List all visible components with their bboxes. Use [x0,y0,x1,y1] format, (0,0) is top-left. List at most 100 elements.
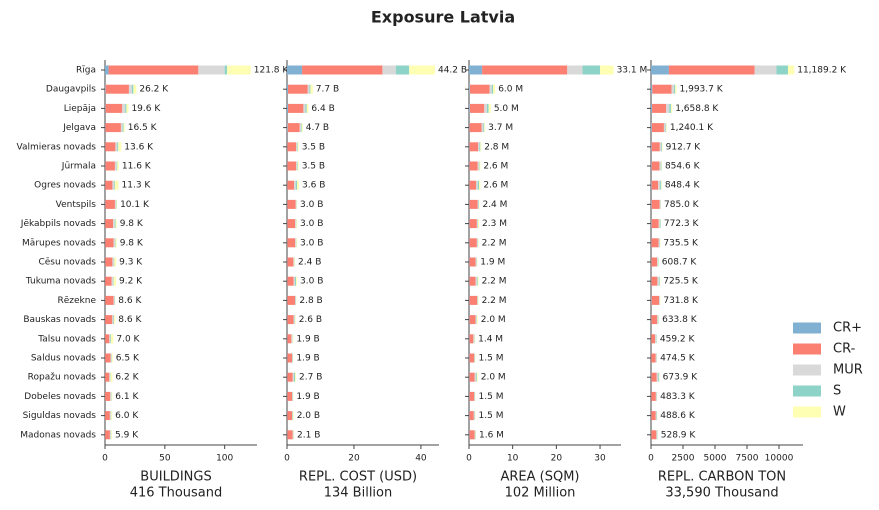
bar-segment [666,103,670,113]
bar-segment [477,199,479,209]
bar-segment [293,257,295,267]
total-label: 3.7 M [488,123,513,133]
legend-label: W [833,405,846,420]
bar-segment [105,334,110,344]
total-label: 3.0 B [300,200,323,210]
bar-segment [469,219,477,229]
bar-segment [651,84,653,94]
total-label: 10.1 K [120,200,150,210]
total-label: 6.2 K [115,373,139,383]
bar-segment [294,257,296,267]
bar-segment [469,142,479,152]
bar-segment [287,142,297,152]
total-label: 3.0 B [300,219,323,229]
total-label: 731.8 K [663,296,699,306]
x-axis-label: BUILDINGS [140,470,211,485]
bar-segment [299,123,302,133]
bar-segment [113,295,115,305]
bar-segment [661,180,662,190]
bar-segment [122,123,124,133]
bar-segment [651,295,660,305]
bar-segment [305,103,307,113]
bar-segment [295,276,297,286]
x-tick-label: 100 [216,454,233,464]
bar-segment [651,353,656,363]
category-label: Ropažu novads [28,373,97,383]
bar-segment [303,103,306,113]
category-label: Jūrmala [61,162,96,172]
bar-segment [287,257,294,267]
total-label: 735.5 K [663,238,699,248]
total-label: 8.6 K [118,296,142,306]
total-label: 2.3 M [482,219,507,229]
total-label: 1.5 M [479,392,504,402]
bar-segment [105,161,115,171]
bar-segment [674,84,676,94]
bar-segment [105,353,111,363]
bar-segment [301,123,303,133]
total-label: 16.5 K [128,123,158,133]
total-label: 2.0 M [481,373,506,383]
bar-segment [287,295,296,305]
bar-segment [469,65,483,75]
bar-segment [659,199,661,209]
bar-segment [105,219,114,229]
bar-segment [292,411,293,421]
bar-segment [651,161,652,171]
category-label: Ogres novads [34,181,96,191]
bar-segment [651,180,652,190]
bar-segment [294,372,296,382]
category-label: Tukuma novads [25,277,96,287]
bar-segment [198,65,225,75]
bar-segment [287,411,293,421]
total-label: 5.9 K [115,430,139,440]
total-label: 2.6 B [299,315,322,325]
bar-segment [651,430,657,440]
bar-segment [659,219,661,229]
bar-segment [469,123,482,133]
x-tick-label: 10000 [765,454,794,464]
bar-segment [469,103,485,113]
bar-segment [479,161,481,171]
bar-segment [111,276,114,286]
total-label: 13.6 K [124,142,154,152]
bar-segment [652,84,672,94]
bar-segment [296,161,298,171]
x-tick-label: 10 [507,454,519,464]
total-label: 2.6 M [483,162,508,172]
x-axis-total: 416 Thousand [130,486,223,501]
bar-segment [476,315,478,325]
x-tick-label: 40 [415,454,427,464]
x-tick-label: 2500 [672,454,695,464]
bar-segment [113,238,116,248]
total-label: 11.3 K [122,181,152,191]
total-label: 1.5 M [479,354,504,364]
bar-segment [670,103,673,113]
bar-segment [469,411,474,421]
bar-segment [469,430,475,440]
bar-segment [295,238,297,248]
category-label: Madonas novads [20,430,96,440]
bar-segment [113,219,115,229]
bar-segment [668,65,755,75]
bar-segment [110,372,113,382]
bar-segment [657,276,659,286]
bar-segment [310,84,313,94]
bar-segment [105,103,123,113]
bar-segment [295,315,296,325]
bar-segment [481,123,484,133]
bar-segment [287,315,294,325]
bar-segment [651,372,657,382]
bar-segment [776,65,788,75]
total-label: 1.4 M [478,334,503,344]
bar-segment [655,334,657,344]
bar-segment [482,65,568,75]
bar-segment [105,142,116,152]
bar-segment [297,180,300,190]
bar-segment [484,103,487,113]
total-label: 2.2 M [482,277,507,287]
total-label: 11.6 K [122,162,152,172]
bar-segment [409,65,435,75]
bar-segment [113,315,115,325]
x-tick-label: 0 [102,454,108,464]
